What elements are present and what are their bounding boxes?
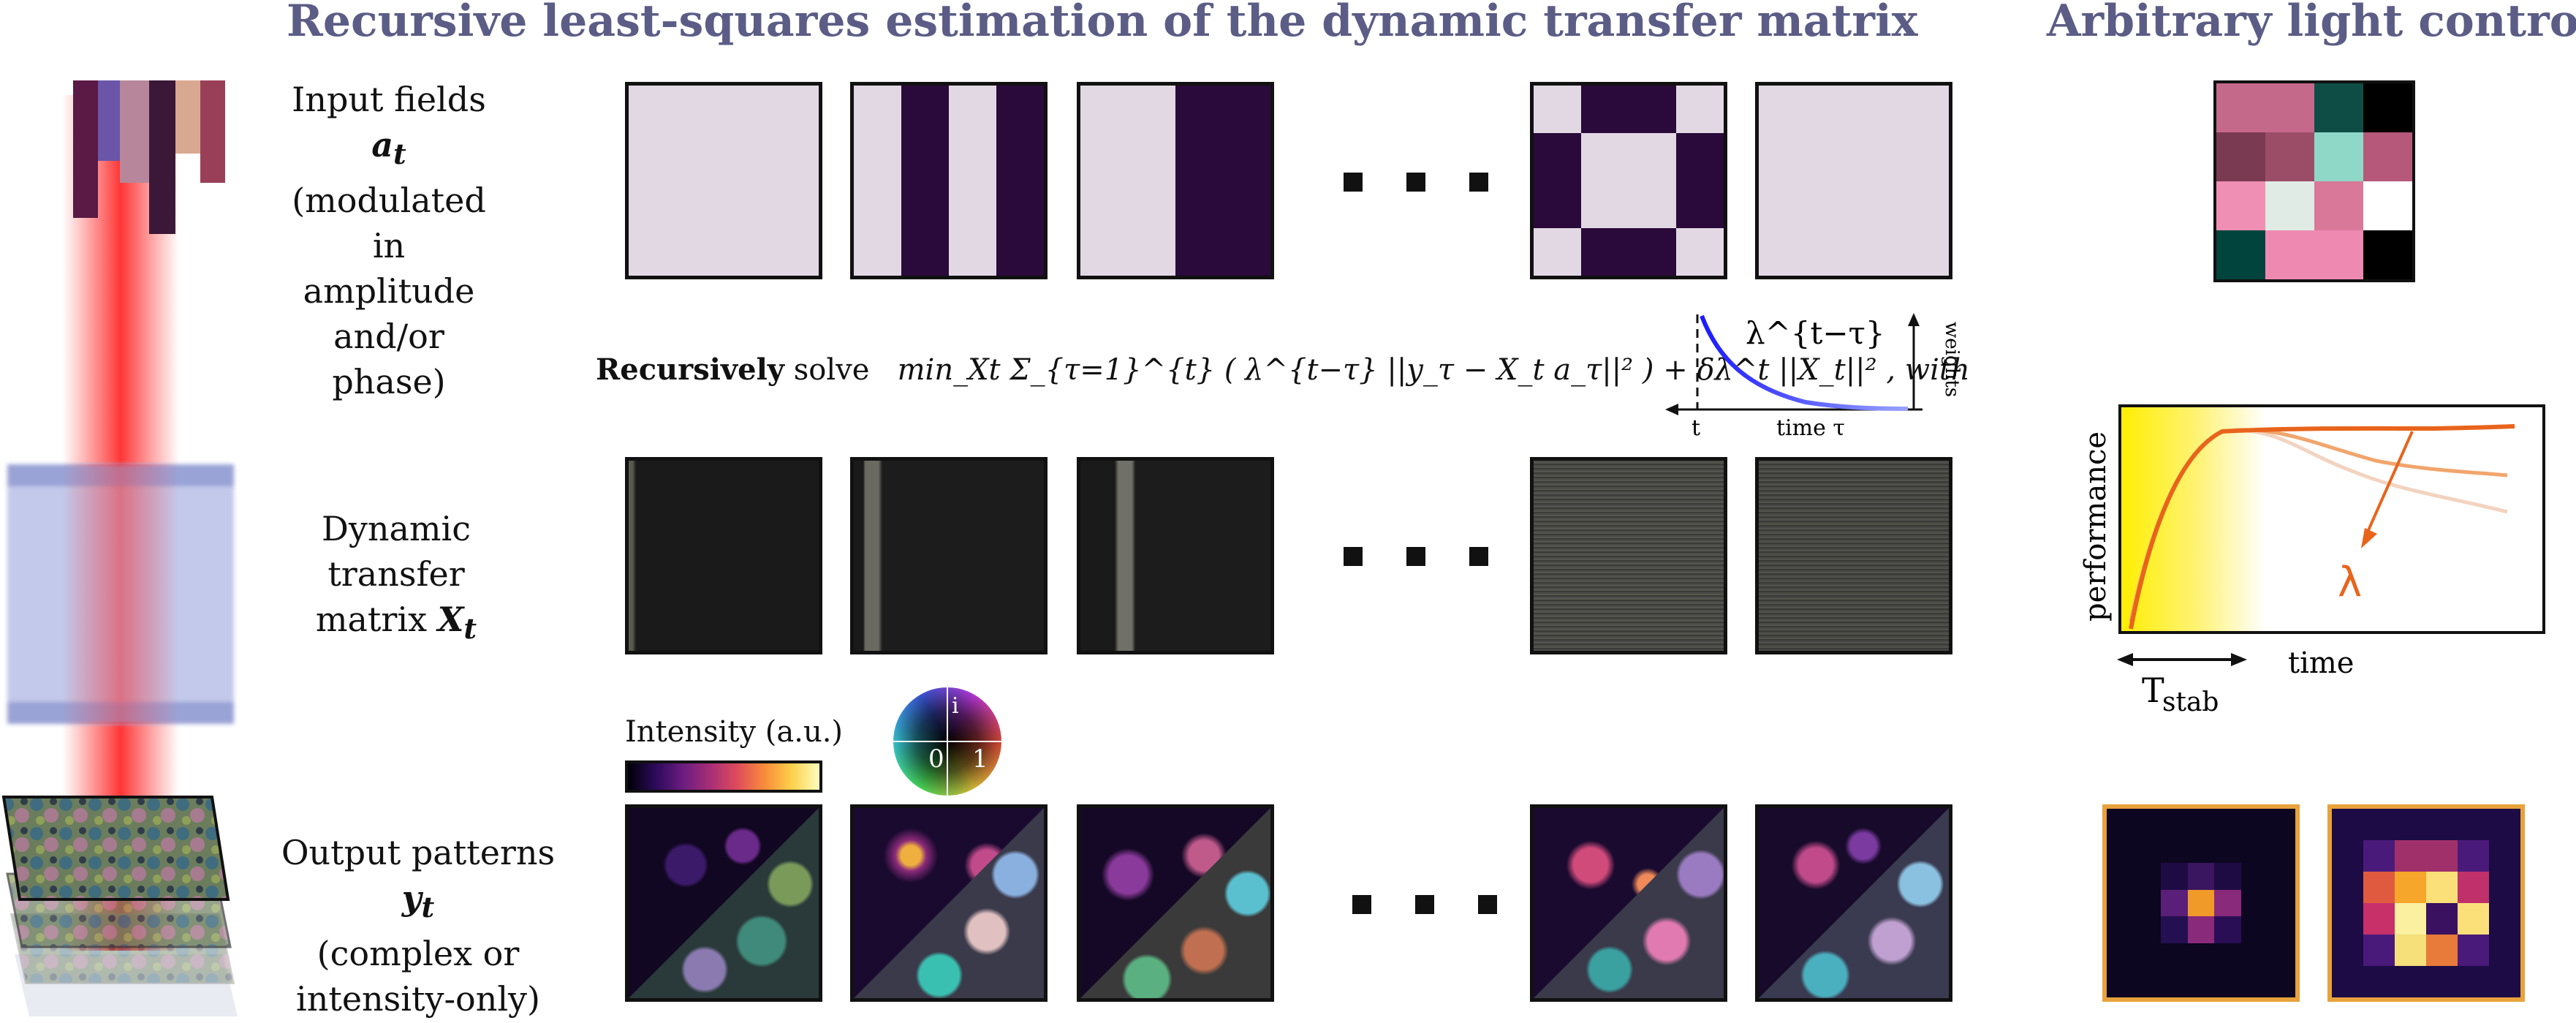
target-cell <box>2216 230 2265 279</box>
output-tile-1 <box>625 804 822 1002</box>
focus-single-tile <box>2102 804 2300 1002</box>
transfer-sub: t <box>463 613 477 646</box>
output-tile-2 <box>850 804 1048 1002</box>
right-title: Arbitrary light control <box>2047 0 2576 47</box>
output-label-l1: Output patterns <box>281 833 556 872</box>
input-label-l1: Input fields <box>292 80 486 119</box>
slm-modulator <box>73 80 225 234</box>
setup-illustration <box>1 80 238 1016</box>
ellipsis-row1 <box>1344 173 1488 192</box>
focus-ring-tile <box>2327 804 2525 1002</box>
target-cell <box>2265 181 2314 230</box>
target-cell <box>2265 132 2314 181</box>
time-xlabel: time <box>2288 646 2354 680</box>
tm-tile-2 <box>850 457 1048 654</box>
input-fields-label: Input fields at (modulated in amplitude … <box>272 77 506 404</box>
target-cell <box>2265 230 2314 279</box>
target-cell <box>2314 83 2363 132</box>
performance-plot: λ performance time T stab <box>2079 404 2545 717</box>
target-cell <box>2216 181 2265 230</box>
weights-label: weights <box>1941 322 1963 397</box>
ellipsis-row2 <box>1344 547 1488 566</box>
target-cell <box>2363 230 2412 279</box>
transfer-matrix-label: Dynamic transfer matrix Xt <box>272 506 520 652</box>
performance-ylabel: performance <box>2079 431 2113 622</box>
input-label-r0: (modulated in <box>292 181 486 266</box>
output-patterns-label: Output patterns yt (complex or intensity… <box>272 830 564 1022</box>
transfer-symbol: X <box>437 600 464 639</box>
output-tile-5 <box>1755 804 1952 1002</box>
decay-curve <box>1700 314 1909 411</box>
lambda-label: λ <box>2338 559 2362 606</box>
ellipsis-row3 <box>1352 895 1497 914</box>
t-label: t <box>1692 415 1700 439</box>
output-label-r0: (complex or <box>317 934 520 974</box>
wheel-1-label: 1 <box>972 744 988 774</box>
target-cell <box>2363 83 2412 132</box>
tm-tile-3 <box>1077 457 1274 654</box>
rls-equation: Recursively solve min_Xt Σ_{τ=1}^{t} ( λ… <box>596 352 1970 387</box>
target-cell <box>2314 132 2363 181</box>
input-tile-3 <box>1077 82 1274 279</box>
output-label-r1: intensity-only) <box>296 979 540 1019</box>
target-cell <box>2363 132 2412 181</box>
tstab-sub: stab <box>2162 687 2219 717</box>
target-cell <box>2314 181 2363 230</box>
input-label-r1: amplitude <box>303 271 475 312</box>
tm-tile-5 <box>1755 457 1952 654</box>
input-tile-1 <box>625 82 822 279</box>
target-cell <box>2363 181 2412 230</box>
phase-color-wheel: i 0 1 <box>893 687 1001 796</box>
tm-tile-1 <box>625 457 822 654</box>
target-cell <box>2216 132 2265 181</box>
time-tau-label: time τ <box>1776 415 1845 439</box>
wheel-i-label: i <box>952 693 959 719</box>
intensity-colorbar <box>625 760 822 793</box>
output-symbol: y <box>401 878 422 918</box>
camera-speckle-stack <box>1 796 238 1016</box>
colorbar-label: Intensity (a.u.) <box>625 715 844 749</box>
transfer-label-l1: Dynamic transfer <box>321 509 471 594</box>
input-symbol: a <box>371 125 394 165</box>
equation-bold: Recursively <box>596 352 785 387</box>
equation-text: solve <box>793 353 870 387</box>
output-sub: t <box>421 891 435 925</box>
lambda-power-label: λ^{t−τ} <box>1746 315 1885 351</box>
target-pattern-grid <box>2213 80 2415 282</box>
weights-inset: λ^{t−τ} t time τ weights <box>1665 313 1963 439</box>
input-tile-4 <box>1530 82 1727 279</box>
equation-formula: min_Xt Σ_{τ=1}^{t} ( λ^{t−τ} ||y_τ − X_t… <box>897 353 1970 387</box>
input-label-r2: and/or phase) <box>332 317 446 402</box>
input-tile-5 <box>1755 82 1952 279</box>
output-tile-3 <box>1077 804 1274 1002</box>
tm-tile-4 <box>1530 457 1727 654</box>
main-title: Recursive least-squares estimation of th… <box>287 0 1918 47</box>
input-tile-2 <box>850 82 1048 279</box>
target-cell <box>2265 83 2314 132</box>
transfer-label-l2: matrix <box>315 600 428 639</box>
target-cell <box>2314 230 2363 279</box>
curve-main <box>2129 424 2515 630</box>
output-tile-4 <box>1530 804 1727 1002</box>
wheel-0-label: 0 <box>928 744 944 774</box>
target-cell <box>2216 83 2265 132</box>
input-sub: t <box>393 138 406 172</box>
tstab-label: T <box>2142 671 2164 710</box>
